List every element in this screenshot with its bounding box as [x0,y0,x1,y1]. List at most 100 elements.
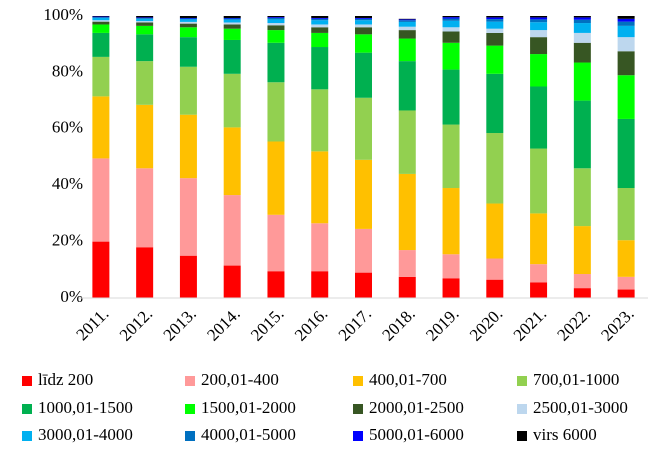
y-tick-label: 0% [60,287,83,306]
bar-segment [530,264,548,283]
bar-segment [398,26,416,31]
bar-segment [617,118,635,189]
bar-segment [92,17,110,18]
bar-segment [179,66,197,115]
bar-segment [530,19,548,23]
bar-segment [530,30,548,38]
bar-segment [573,226,591,275]
x-tick-label: 2016. [291,304,331,344]
bar-segment [136,168,154,248]
bar-segment [355,27,372,35]
bar-segment [486,73,504,134]
bar-segment [486,279,504,298]
bar-segment [136,22,154,26]
bar-segment [486,258,504,280]
bar-segment [442,254,460,279]
bar-segment [179,19,197,22]
bar-segment [617,240,635,277]
bar-segment [355,97,372,160]
bar-segment [486,17,504,20]
bar-segment [486,19,504,22]
bar-segment [398,19,416,21]
bar-segment [223,18,241,20]
bar-segment [617,21,635,26]
bar-segment [267,16,285,18]
y-tick-label: 40% [52,174,83,193]
bar-segment [311,24,329,28]
bar-segment [92,241,110,298]
bar-segment [573,42,591,63]
bar-segment [442,20,460,28]
bar-segment [573,17,591,20]
bar-segment [223,19,241,23]
bar-segment [311,18,329,21]
bar-segment [267,42,285,83]
bar-segment [573,19,591,24]
legend-label: 3000,01-4000 [38,425,133,444]
bar-segment [92,17,110,21]
x-tick-label: 2020. [466,304,506,344]
bar-segment [530,86,548,149]
bar-segment [530,37,548,55]
bar-segment [136,16,154,18]
bar-segment [267,17,285,18]
bar-segment [92,96,110,159]
bar-segment [442,27,460,32]
y-tick-label: 20% [52,231,83,250]
bar-segment [223,127,241,196]
bar-segment [311,47,329,90]
bar-segment [617,276,635,290]
bar-segment [223,73,241,128]
bar-segment [311,89,329,152]
bar-segment [398,61,416,111]
legend-swatch [185,404,195,414]
bar-segment [223,195,241,266]
legend-label: 2000,01-2500 [369,398,464,417]
bar-segment [92,56,110,97]
bar-segment [311,271,329,298]
legend-label: 1500,01-2000 [201,398,296,417]
bar-segment [267,30,285,43]
bar-segment [136,104,154,169]
bar-segment [617,188,635,241]
legend-swatch [517,431,527,441]
legend-label: līdz 200 [38,370,93,389]
y-tick-label: 100% [43,5,83,24]
bar-segment [92,20,110,22]
bar-segment [442,188,460,255]
bar-segment [617,16,635,19]
bar-segment [573,274,591,289]
bar-segment [223,24,241,29]
x-tick-label: 2013. [160,304,200,344]
legend-swatch [353,376,363,386]
bar-segment [92,16,110,18]
bar-segment [486,28,504,33]
legend-label: 1000,01-1500 [38,398,133,417]
x-tick-label: 2012. [116,304,156,344]
legend-label: 5000,01-6000 [369,425,464,444]
bar-segment [179,23,197,28]
legend-label: virs 6000 [533,425,597,444]
bar-segment [92,21,110,25]
bar-segment [398,21,416,27]
bar-segment [617,51,635,76]
bar-segment [442,69,460,125]
x-tick-label: 2017. [335,304,375,344]
bar-segment [92,32,110,57]
x-tick-label: 2011. [72,304,112,344]
bar-segment [267,25,285,31]
legend-label: 200,01-400 [201,370,279,389]
y-tick-label: 80% [52,61,83,80]
bar-segment [617,18,635,22]
bar-segment [267,82,285,142]
legend-swatch [22,376,32,386]
bar-segment [267,141,285,215]
bar-segment [355,20,372,25]
bar-segment [355,52,372,98]
bar-segment [573,23,591,33]
bar-segment [136,18,154,22]
bar-segment [573,16,591,18]
bar-segment [486,21,504,29]
bar-segment [223,22,241,25]
